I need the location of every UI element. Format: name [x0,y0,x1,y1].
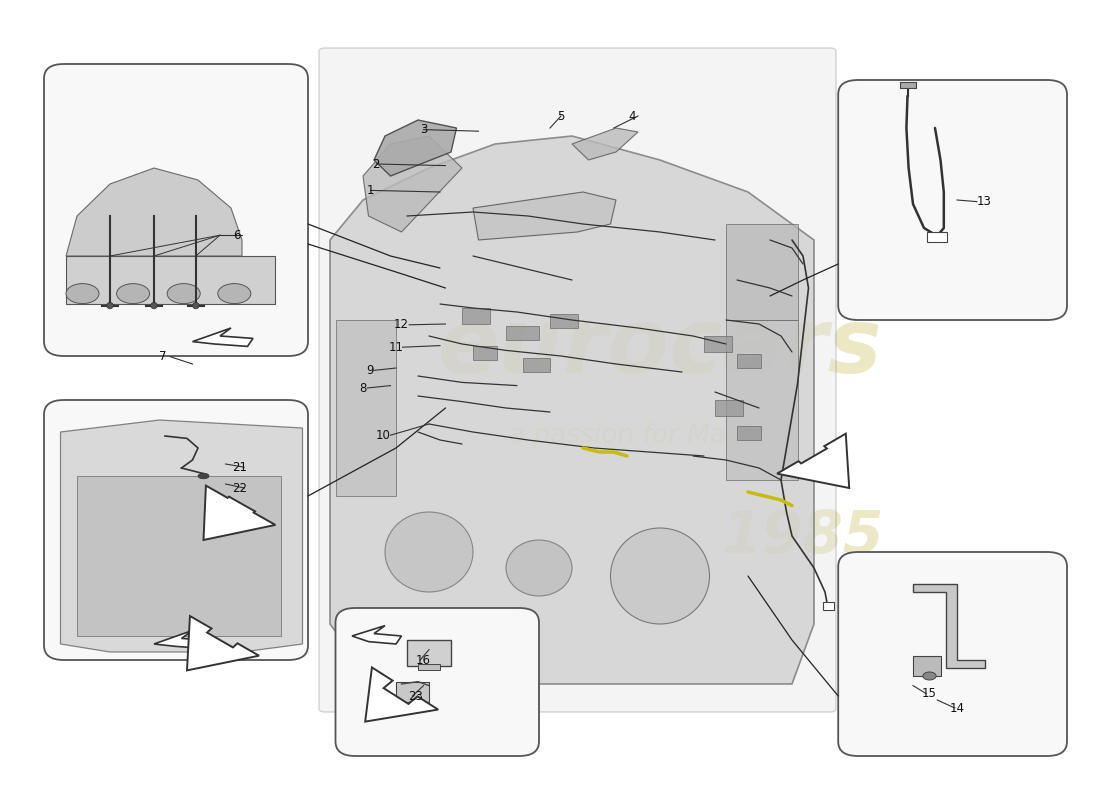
Bar [823,602,834,610]
Bar [396,682,429,702]
FancyBboxPatch shape [44,64,308,356]
Polygon shape [365,667,438,722]
Text: 6: 6 [233,229,240,242]
Bar [473,346,497,360]
Polygon shape [60,420,302,652]
Text: a passion for Maserati: a passion for Maserati [508,423,801,449]
Ellipse shape [385,512,473,592]
Bar [506,326,539,340]
Text: 16: 16 [416,654,431,666]
Text: 23: 23 [408,690,424,702]
Bar [927,232,947,242]
Text: 12: 12 [394,318,409,331]
Polygon shape [473,192,616,240]
Bar [726,224,798,320]
Ellipse shape [117,284,150,304]
Text: 9: 9 [366,364,373,377]
FancyBboxPatch shape [319,48,836,712]
Text: 8: 8 [360,382,366,394]
Text: eurocars: eurocars [438,304,882,392]
Polygon shape [204,486,275,540]
Polygon shape [192,328,253,346]
Bar [522,358,550,372]
Text: 15: 15 [922,687,937,700]
Ellipse shape [192,302,199,309]
Bar [550,314,578,328]
Text: 14: 14 [949,702,965,714]
Bar [900,82,916,88]
Bar [704,336,732,352]
FancyBboxPatch shape [838,552,1067,756]
Bar [418,664,440,670]
Bar [336,320,396,496]
Bar [913,656,940,676]
Bar [715,400,742,416]
Bar [462,308,490,324]
Ellipse shape [66,284,99,304]
Polygon shape [777,434,849,488]
Text: 3: 3 [420,123,427,136]
Text: 4: 4 [629,110,636,122]
Ellipse shape [923,672,936,680]
Polygon shape [66,168,242,256]
Polygon shape [154,630,215,649]
FancyBboxPatch shape [336,608,539,756]
Polygon shape [330,136,814,684]
Text: 5: 5 [558,110,564,122]
Polygon shape [187,616,258,670]
Text: 1985: 1985 [722,507,884,565]
Text: 21: 21 [232,461,248,474]
Polygon shape [913,584,984,668]
Ellipse shape [610,528,710,624]
FancyBboxPatch shape [838,80,1067,320]
Bar [77,476,280,636]
Bar [726,320,798,480]
Text: 10: 10 [375,429,390,442]
Text: 1: 1 [367,184,374,197]
Bar [66,256,275,304]
Text: 22: 22 [232,482,248,494]
Text: 2: 2 [373,158,380,170]
Text: 7: 7 [160,350,166,363]
Text: 11: 11 [388,341,404,354]
Bar [407,640,451,666]
Ellipse shape [151,302,157,309]
Polygon shape [572,128,638,160]
FancyBboxPatch shape [44,400,308,660]
Polygon shape [352,626,402,644]
Ellipse shape [218,284,251,304]
Ellipse shape [167,284,200,304]
Polygon shape [374,120,456,176]
Bar [737,426,761,440]
Ellipse shape [506,540,572,596]
Ellipse shape [198,473,209,478]
Text: 13: 13 [977,195,992,208]
Ellipse shape [107,302,113,309]
Polygon shape [363,136,462,232]
Bar [737,354,761,368]
